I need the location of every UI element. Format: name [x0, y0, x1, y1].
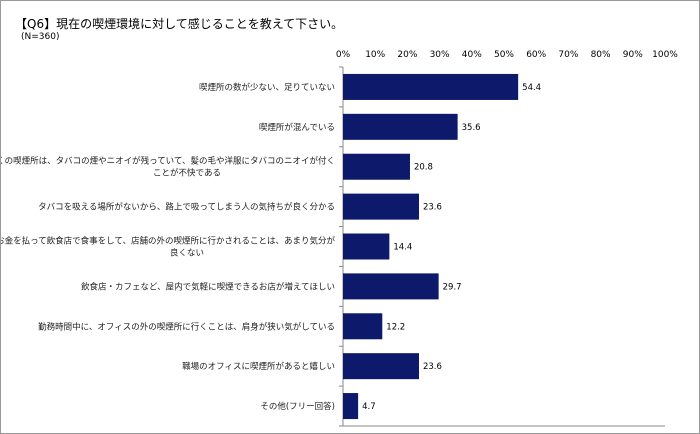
- category-label: ことが不快である: [153, 168, 221, 179]
- x-tick-label: 90%: [623, 50, 643, 60]
- x-tick-label: 100%: [652, 50, 678, 60]
- bar: [343, 313, 383, 340]
- data-label: 23.6: [423, 362, 442, 372]
- category-label: タバコを吸える場所がないから、路上で吸ってしまう人の気持ちが良く分かる: [38, 202, 335, 213]
- category-label: その他(フリー回答): [260, 401, 335, 412]
- data-label: 54.4: [522, 83, 541, 93]
- data-label: 4.7: [362, 402, 376, 412]
- category-label: 飲食店・カフェなど、屋内で気軽に喫煙できるお店が増えてほしい: [81, 281, 335, 292]
- x-tick-label: 70%: [558, 50, 578, 60]
- bar: [343, 113, 458, 140]
- category-label: 喫煙所が混んでいる: [259, 122, 335, 133]
- category-label: 喫煙所の数が少ない、足りていない: [199, 82, 335, 93]
- data-label: 23.6: [423, 203, 442, 213]
- bar: [343, 153, 410, 180]
- x-tick-label: 50%: [494, 50, 514, 60]
- x-tick-label: 30%: [430, 50, 450, 60]
- category-label: 良くない: [170, 248, 204, 259]
- bar: [343, 393, 359, 420]
- x-tick-label: 40%: [462, 50, 482, 60]
- x-tick-label: 20%: [397, 50, 417, 60]
- chart-title: 【Q6】現在の喫煙環境に対して感じることを教えて下さい。: [15, 17, 344, 31]
- category-label: お金を払って飲食店で食事をして、店舗の外の喫煙所に行かされることは、あまり気分が: [1, 236, 335, 247]
- x-tick-label: 0%: [336, 50, 351, 60]
- bar: [343, 273, 439, 300]
- bar: [343, 73, 519, 100]
- data-label: 12.2: [386, 322, 405, 332]
- x-tick-label: 10%: [365, 50, 385, 60]
- bar: [343, 353, 419, 380]
- category-label: 職場のオフィスに喫煙所があると嬉しい: [182, 361, 335, 372]
- data-label: 20.8: [414, 163, 433, 173]
- category-label: 多くの喫煙所は、タバコの煙やニオイが残っていて、髪の毛や洋服にタバコのニオイが付…: [1, 156, 335, 167]
- category-label: 勤務時間中に、オフィスの外の喫煙所に行くことは、肩身が狭い気がしている: [38, 321, 335, 332]
- chart-subtitle: (N=360): [21, 32, 60, 42]
- bar: [343, 193, 419, 220]
- bar: [343, 233, 390, 260]
- x-tick-label: 60%: [526, 50, 546, 60]
- data-label: 29.7: [443, 282, 462, 292]
- x-tick-label: 80%: [591, 50, 611, 60]
- data-label: 14.4: [393, 243, 412, 253]
- data-label: 35.6: [462, 123, 481, 133]
